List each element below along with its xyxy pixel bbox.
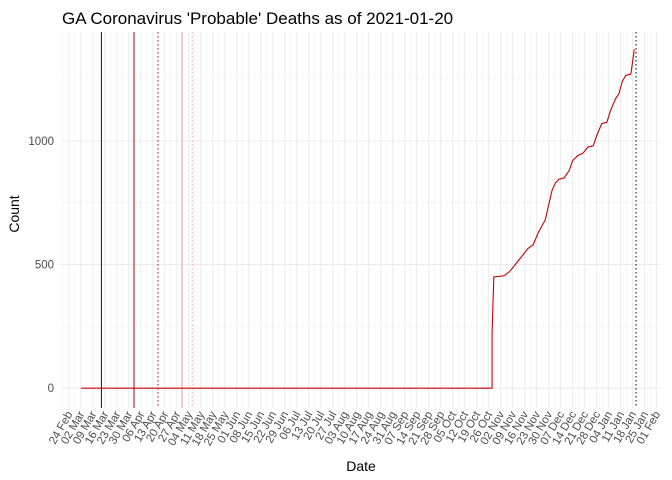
reference-lines (100, 32, 637, 408)
y-axis-ticks: 0 500 1000 (28, 136, 54, 395)
major-gridlines (62, 32, 660, 408)
chart-title: GA Coronavirus 'Probable' Deaths as of 2… (62, 9, 453, 28)
minor-gridlines (62, 32, 660, 408)
x-axis-title: Date (346, 458, 376, 474)
series-line (80, 49, 635, 389)
y-tick-label: 500 (35, 260, 54, 272)
y-axis-title: Count (6, 195, 22, 232)
y-tick-label: 1000 (28, 136, 54, 148)
series-layer (80, 49, 635, 389)
y-tick-label: 0 (48, 383, 54, 395)
